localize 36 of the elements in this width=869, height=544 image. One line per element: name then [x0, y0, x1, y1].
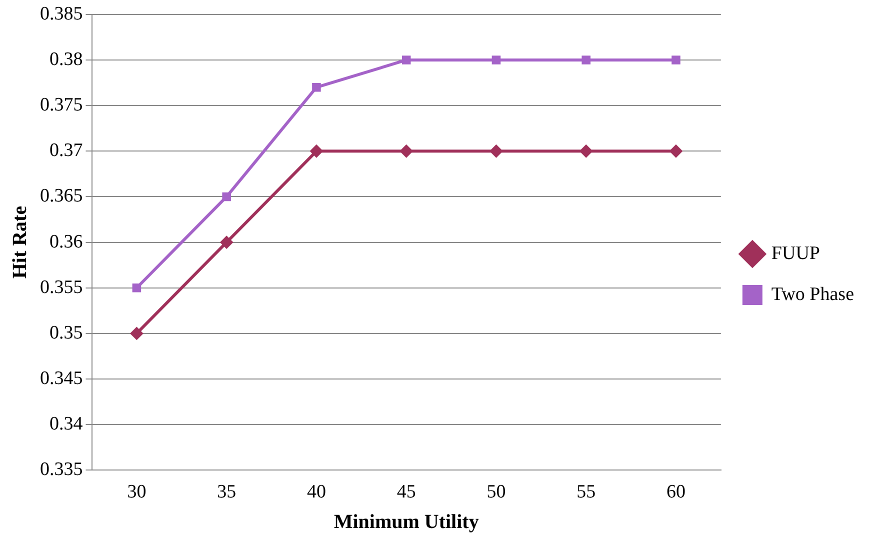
x-tick-label: 45 [396, 482, 416, 503]
x-tick-label: 60 [666, 482, 686, 503]
y-tick-label: 0.35 [50, 322, 83, 344]
y-tick-label: 0.345 [40, 368, 83, 390]
x-tick-label: 55 [576, 482, 596, 503]
y-tick-label: 0.34 [50, 414, 84, 435]
point [580, 144, 593, 158]
x-tick-label: 40 [306, 482, 326, 503]
legend-label: Two Phase [771, 284, 854, 305]
point [492, 56, 501, 64]
point [582, 56, 590, 64]
x-tick-label: 30 [127, 482, 146, 503]
y-tick-label: 0.375 [40, 94, 83, 116]
point [400, 144, 413, 158]
x-tick-label: 35 [217, 482, 236, 503]
point [672, 56, 680, 64]
y-tick-label: 0.385 [40, 3, 83, 24]
y-tick-label: 0.38 [50, 48, 83, 70]
y-tick-label: 0.355 [40, 276, 83, 298]
x-tick-label: 50 [486, 482, 506, 503]
y-tick-label: 0.37 [50, 140, 83, 162]
y-tick-label: 0.365 [40, 186, 83, 207]
point [402, 56, 411, 64]
y-tick-label: 0.36 [50, 231, 83, 252]
point [669, 144, 682, 158]
y-tick-label: 0.335 [40, 459, 83, 480]
x-axis-title: Minimum Utility [334, 511, 479, 534]
point [312, 82, 321, 92]
point [310, 144, 323, 158]
point [222, 192, 231, 202]
legend-label: FUUP [771, 242, 820, 264]
point [130, 326, 144, 340]
y-axis-title: Hit Rate [9, 206, 32, 279]
point [132, 283, 142, 292]
point [220, 236, 234, 249]
point [490, 144, 503, 158]
